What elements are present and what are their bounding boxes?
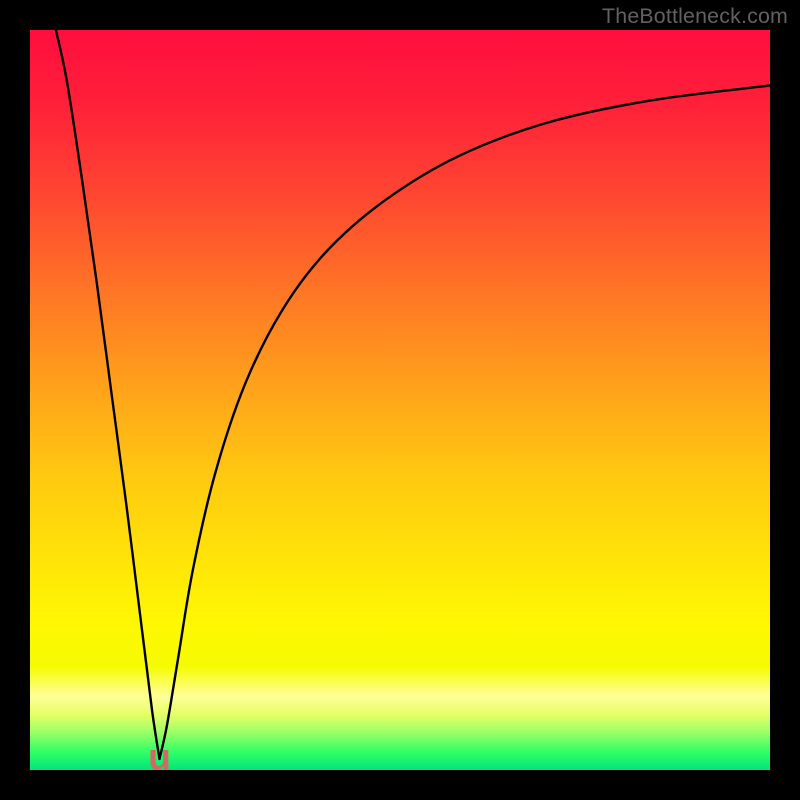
plot-area: u (30, 30, 770, 770)
plot-frame: u (30, 30, 770, 770)
bottleneck-curve (30, 30, 770, 770)
curve-left-branch (56, 30, 160, 759)
dip-marker: u (148, 738, 171, 770)
curve-right-branch (160, 86, 771, 759)
watermark-text: TheBottleneck.com (602, 4, 788, 29)
chart-stage: TheBottleneck.com u (0, 0, 800, 800)
